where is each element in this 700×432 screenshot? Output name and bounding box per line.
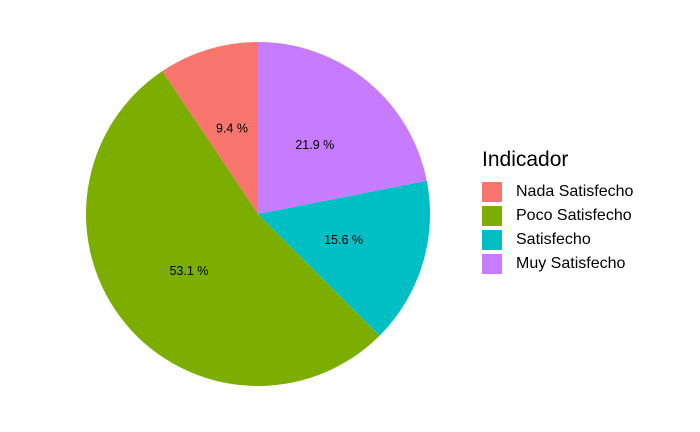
legend-item: Poco Satisfecho	[482, 204, 633, 228]
legend-swatch	[482, 182, 502, 202]
pie-labels: 9.4 % 53.1 % 15.6 % 21.9 %	[169, 121, 363, 277]
slice-label: 15.6 %	[324, 233, 363, 247]
legend-swatch	[482, 206, 502, 226]
slice-label: 9.4 %	[216, 121, 248, 135]
slice-label: 53.1 %	[169, 264, 208, 278]
slice-label: 21.9 %	[295, 138, 334, 152]
pie-slice-poco-satisfecho	[86, 71, 380, 386]
legend-item: Muy Satisfecho	[482, 252, 633, 276]
legend-swatch	[482, 254, 502, 274]
legend-items: Nada Satisfecho Poco Satisfecho Satisfecho…	[482, 180, 633, 276]
pie-slice-satisfecho	[258, 180, 430, 336]
legend: Indicador Nada Satisfecho Poco Satisfecho…	[482, 148, 633, 276]
legend-label: Satisfecho	[516, 231, 591, 248]
pie-slice-nada-satisfecho	[162, 42, 258, 214]
legend-label: Nada Satisfecho	[516, 183, 634, 200]
legend-swatch	[482, 230, 502, 250]
pie-slices	[86, 42, 430, 386]
legend-item: Satisfecho	[482, 228, 633, 252]
legend-label: Muy Satisfecho	[516, 255, 626, 272]
legend-title: Indicador	[482, 148, 569, 171]
legend-item: Nada Satisfecho	[482, 180, 633, 204]
pie-slice-muy-satisfecho	[258, 42, 427, 214]
legend-label: Poco Satisfecho	[516, 207, 632, 224]
